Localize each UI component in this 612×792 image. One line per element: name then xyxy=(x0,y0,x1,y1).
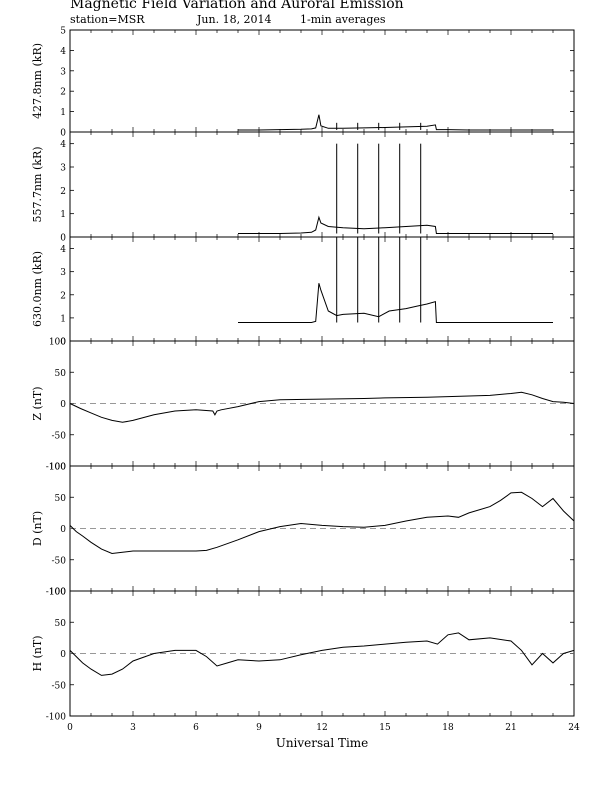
y-tick-label: 50 xyxy=(55,494,67,504)
x-tick-label: 6 xyxy=(193,723,199,733)
y-axis-label: 427.8nm (kR) xyxy=(31,43,44,119)
x-axis-label: Universal Time xyxy=(276,736,369,750)
station-label: station=MSR xyxy=(70,13,145,26)
x-tick-label: 21 xyxy=(505,723,516,733)
y-axis-label: 557.7nm (kR) xyxy=(31,146,44,222)
x-tick-label: 3 xyxy=(130,723,136,733)
y-tick-label: 0 xyxy=(60,338,66,348)
y-axis-label: 630.0nm (kR) xyxy=(31,251,44,327)
y-tick-label: 2 xyxy=(60,88,66,98)
y-tick-label: 4 xyxy=(60,245,66,255)
x-tick-label: 15 xyxy=(379,723,391,733)
data-line xyxy=(238,114,553,131)
x-tick-label: 24 xyxy=(568,723,580,733)
y-tick-label: 2 xyxy=(60,291,66,301)
y-tick-label: 5 xyxy=(60,27,66,37)
y-tick-label: 3 xyxy=(60,268,66,278)
y-tick-label: 1 xyxy=(60,314,66,324)
y-tick-label: 3 xyxy=(60,164,66,174)
y-axis-label: H (nT) xyxy=(31,635,44,671)
data-line xyxy=(69,491,575,555)
date-label: Jun. 18, 2014 xyxy=(197,13,272,26)
y-axis-label: D (nT) xyxy=(31,511,44,546)
y-tick-label: 4 xyxy=(60,47,66,57)
x-tick-label: 9 xyxy=(256,723,262,733)
y-tick-label: 2 xyxy=(60,187,66,197)
averaging-label: 1-min averages xyxy=(300,13,386,26)
data-line xyxy=(238,283,553,323)
y-tick-label: 0 xyxy=(60,650,66,660)
y-axis-label: Z (nT) xyxy=(31,386,44,420)
data-line xyxy=(69,632,575,676)
y-tick-label: 0 xyxy=(60,400,66,410)
y-tick-label: 3 xyxy=(60,67,66,77)
data-line xyxy=(238,215,553,234)
data-line xyxy=(69,391,575,423)
y-tick-label: -100 xyxy=(46,588,66,598)
x-tick-label: 0 xyxy=(67,723,73,733)
y-tick-label: -100 xyxy=(46,463,66,473)
y-tick-label: -50 xyxy=(52,556,67,566)
y-tick-label: 100 xyxy=(49,588,66,598)
y-tick-label: 100 xyxy=(49,338,66,348)
chart-title: Magnetic Field Variation and Auroral Emi… xyxy=(70,0,404,12)
x-tick-label: 18 xyxy=(442,723,454,733)
y-tick-label: 50 xyxy=(55,619,67,629)
y-tick-label: -50 xyxy=(52,681,67,691)
x-tick-label: 12 xyxy=(316,723,327,733)
y-tick-label: 50 xyxy=(55,369,67,379)
y-tick-label: -50 xyxy=(52,431,67,441)
y-tick-label: 1 xyxy=(60,108,66,118)
y-tick-label: 100 xyxy=(49,463,66,473)
y-tick-label: -100 xyxy=(46,713,66,723)
y-tick-label: 1 xyxy=(60,210,66,220)
y-tick-label: 0 xyxy=(60,525,66,535)
y-tick-label: 0 xyxy=(60,234,66,244)
y-tick-label: 0 xyxy=(60,129,66,139)
y-tick-label: 4 xyxy=(60,140,66,150)
